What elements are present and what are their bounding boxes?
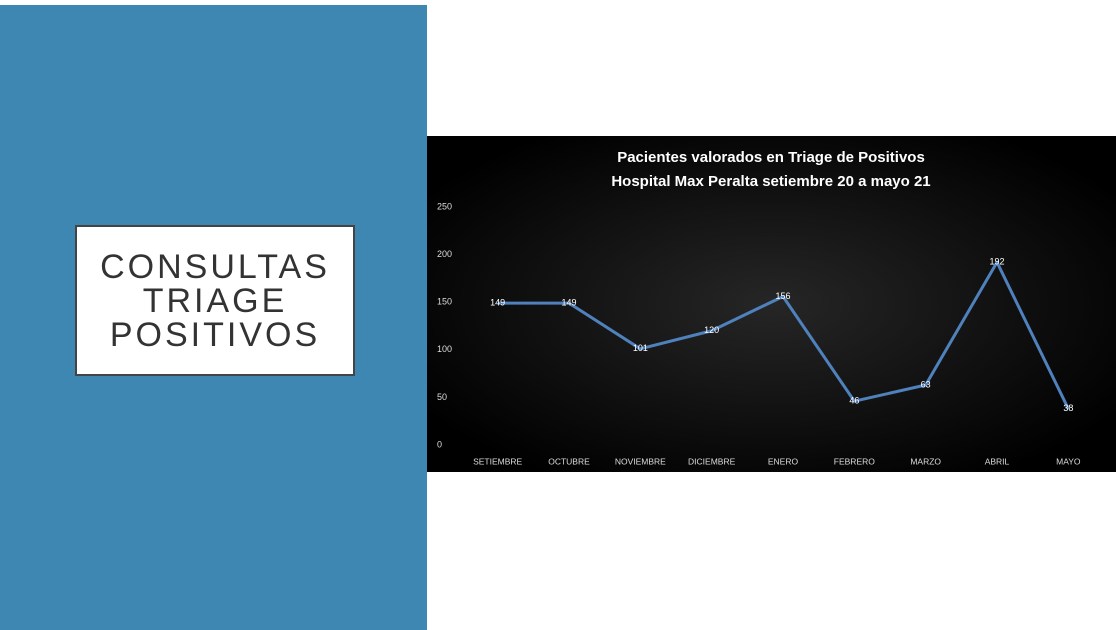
- data-label: 63: [921, 379, 931, 389]
- data-label: 149: [490, 298, 505, 308]
- data-line: [497, 260, 1070, 410]
- y-tick-label: 0: [437, 439, 442, 449]
- slide-title-line: CONSULTAS: [100, 247, 330, 286]
- x-tick-label: ENERO: [768, 456, 799, 466]
- data-label: 101: [633, 343, 648, 353]
- title-box: CONSULTAS TRIAGE POSITIVOS: [75, 225, 355, 376]
- slide-title-line: TRIAGE: [142, 281, 288, 320]
- x-tick-label: MARZO: [910, 456, 941, 466]
- y-tick-label: 100: [437, 344, 452, 354]
- x-tick-label: DICIEMBRE: [688, 456, 736, 466]
- slide-title-line: POSITIVOS: [109, 315, 321, 354]
- x-tick-label: MAYO: [1056, 456, 1081, 466]
- data-label: 120: [704, 325, 719, 335]
- x-tick-label: FEBRERO: [834, 456, 875, 466]
- data-label: 156: [775, 291, 790, 301]
- data-label: 46: [849, 396, 859, 406]
- y-tick-label: 150: [437, 297, 452, 307]
- y-tick-label: 250: [437, 201, 452, 211]
- x-tick-label: OCTUBRE: [548, 456, 590, 466]
- x-tick-label: ABRIL: [985, 456, 1010, 466]
- x-tick-label: SETIEMBRE: [473, 456, 522, 466]
- data-label: 192: [989, 257, 1004, 267]
- chart-title: Pacientes valorados en Triage de Positiv…: [617, 149, 925, 166]
- x-tick-label: NOVIEMBRE: [615, 456, 666, 466]
- data-label: 38: [1063, 403, 1073, 413]
- y-tick-label: 50: [437, 392, 447, 402]
- chart-title: Hospital Max Peralta setiembre 20 a mayo…: [611, 173, 930, 190]
- data-label: 149: [561, 298, 576, 308]
- y-tick-label: 200: [437, 249, 452, 259]
